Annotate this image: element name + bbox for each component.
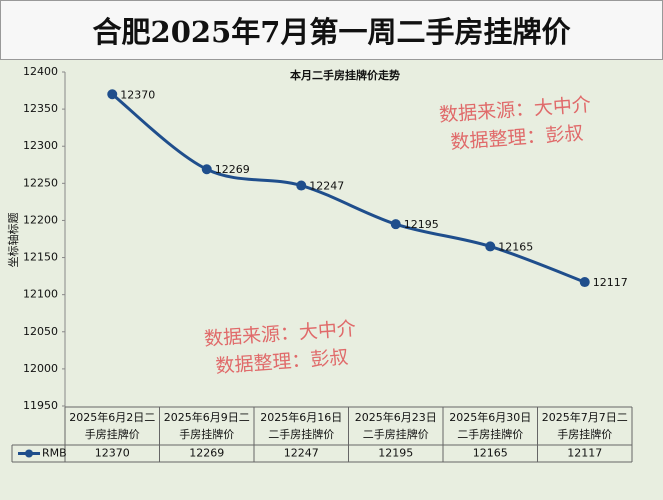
- table-value: 12247: [284, 447, 319, 460]
- data-label: 12269: [215, 163, 250, 176]
- y-axis-label: 坐标轴标题: [6, 213, 20, 268]
- data-label: 12165: [498, 240, 533, 253]
- y-tick-label: 12150: [23, 251, 58, 264]
- data-point: [485, 241, 496, 252]
- table-header: 2025年6月23日二手房挂牌价: [354, 411, 437, 441]
- y-tick-label: 12050: [23, 325, 58, 338]
- table-value: 12195: [378, 447, 413, 460]
- y-tick-label: 11950: [23, 399, 58, 412]
- table-value: 12165: [473, 447, 508, 460]
- y-tick-label: 12250: [23, 176, 58, 189]
- data-point: [390, 219, 401, 230]
- data-point: [579, 277, 590, 288]
- table-value: 12269: [189, 447, 224, 460]
- y-tick-label: 12400: [23, 65, 58, 78]
- table-header: 2025年6月16日二手房挂牌价: [260, 411, 343, 441]
- y-tick-label: 12100: [23, 288, 58, 301]
- banner-title: 合肥2025年7月第一周二手房挂牌价: [0, 0, 663, 60]
- data-point: [201, 164, 212, 175]
- y-tick-label: 12000: [23, 362, 58, 375]
- series-line: [111, 93, 586, 284]
- data-point: [296, 180, 307, 191]
- y-tick-label: 12200: [23, 213, 58, 226]
- legend-marker: [25, 449, 33, 458]
- table-value: 12117: [567, 447, 602, 460]
- watermark: 数据来源：大中介 数据整理：彭叔: [203, 315, 359, 381]
- data-label: 12195: [404, 218, 439, 231]
- chart-title: 本月二手房挂牌价走势: [290, 68, 400, 82]
- y-tick-label: 12350: [23, 102, 58, 115]
- data-point: [107, 89, 118, 100]
- y-tick-label: 12300: [23, 139, 58, 152]
- data-label: 12247: [309, 180, 344, 193]
- data-label: 12117: [593, 276, 628, 289]
- table-header: 2025年6月9日二手房挂牌价: [163, 411, 250, 441]
- table-header: 2025年6月2日二手房挂牌价: [69, 411, 156, 441]
- data-label: 12370: [120, 88, 155, 101]
- table-header: 2025年6月30日二手房挂牌价: [449, 411, 532, 441]
- watermark: 数据来源：大中介 数据整理：彭叔: [438, 91, 594, 157]
- table-header: 2025年7月7日二手房挂牌价: [541, 411, 628, 441]
- legend-label: RMB: [42, 447, 67, 460]
- table-value: 12370: [95, 447, 130, 460]
